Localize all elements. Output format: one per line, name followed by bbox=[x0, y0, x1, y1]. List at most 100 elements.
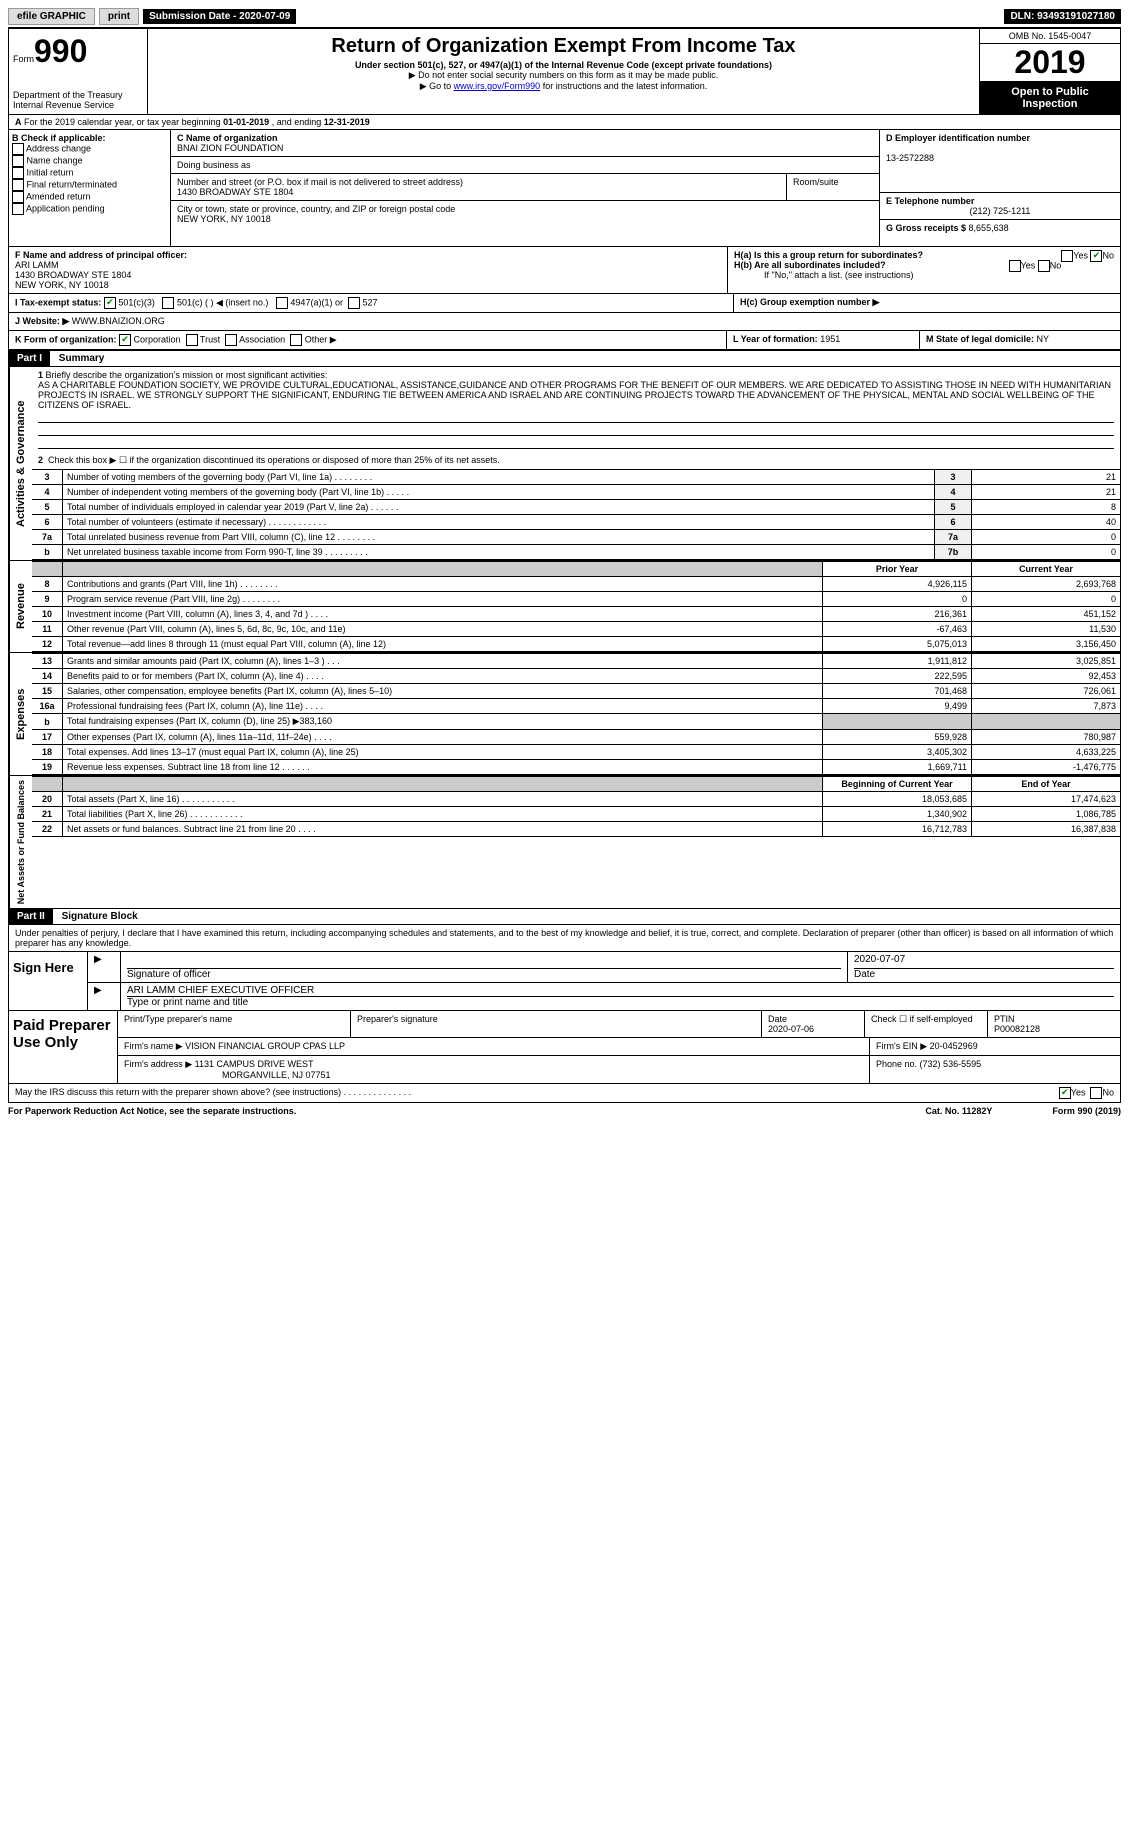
section-i: I Tax-exempt status: ✔ 501(c)(3) 501(c) … bbox=[8, 294, 1121, 313]
part-1-header-row: Part I Summary bbox=[8, 351, 1121, 367]
prep-name-label: Print/Type preparer's name bbox=[124, 1014, 232, 1024]
row-num: 16a bbox=[32, 699, 63, 714]
officer-name-value: ARI LAMM CHIEF EXECUTIVE OFFICER bbox=[127, 985, 1114, 997]
dba-label: Doing business as bbox=[177, 160, 251, 170]
tax-exempt-status: I Tax-exempt status: ✔ 501(c)(3) 501(c) … bbox=[9, 294, 734, 312]
h-c: H(c) Group exemption number ▶ bbox=[734, 294, 1120, 312]
row-desc: Benefits paid to or for members (Part IX… bbox=[63, 669, 823, 684]
firm-phone-value: (732) 536-5595 bbox=[920, 1059, 982, 1069]
part-2: Part II Signature Block Under penalties … bbox=[8, 909, 1121, 1103]
chk-amended-return[interactable] bbox=[12, 191, 24, 203]
officer-label: F Name and address of principal officer: bbox=[15, 250, 187, 260]
firm-ein-value: 20-0452969 bbox=[930, 1041, 978, 1051]
chk-hb-no[interactable] bbox=[1038, 260, 1050, 272]
dept-label: Department of the Treasury Internal Reve… bbox=[13, 90, 143, 110]
chk-ha-no[interactable]: ✔ bbox=[1090, 250, 1102, 262]
mission-text: AS A CHARITABLE FOUNDATION SOCIETY, WE P… bbox=[38, 380, 1111, 410]
addr-label: Number and street (or P.O. box if mail i… bbox=[177, 177, 463, 187]
row-desc: Professional fundraising fees (Part IX, … bbox=[63, 699, 823, 714]
paid-row-3: Firm's address ▶ 1131 CAMPUS DRIVE WEST … bbox=[118, 1056, 1120, 1083]
chk-corp[interactable]: ✔ bbox=[119, 334, 131, 346]
chk-4947[interactable] bbox=[276, 297, 288, 309]
phone-value: (212) 725-1211 bbox=[886, 206, 1114, 216]
chk-hb-yes[interactable] bbox=[1009, 260, 1021, 272]
table-row: 17 Other expenses (Part IX, column (A), … bbox=[32, 730, 1120, 745]
row-current bbox=[972, 714, 1121, 730]
sig-officer-line: ▶ Signature of officer 2020-07-07 Date bbox=[88, 952, 1120, 983]
row-desc: Total number of volunteers (estimate if … bbox=[63, 515, 935, 530]
section-j: J Website: ▶ WWW.BNAIZION.ORG bbox=[8, 313, 1121, 331]
row-current: 0 bbox=[972, 592, 1121, 607]
opt-corp: Corporation bbox=[134, 334, 181, 344]
top-bar: efile GRAPHIC print Submission Date - 20… bbox=[8, 8, 1121, 25]
chk-initial-return[interactable] bbox=[12, 167, 24, 179]
table-row: 12 Total revenue—add lines 8 through 11 … bbox=[32, 637, 1120, 652]
firm-addr1: 1131 CAMPUS DRIVE WEST bbox=[195, 1059, 314, 1069]
chk-discuss-no[interactable] bbox=[1090, 1087, 1102, 1099]
row-desc: Number of voting members of the governin… bbox=[63, 470, 935, 485]
submission-date: Submission Date - 2020-07-09 bbox=[143, 9, 296, 24]
table-row: 9 Program service revenue (Part VIII, li… bbox=[32, 592, 1120, 607]
chk-527[interactable] bbox=[348, 297, 360, 309]
chk-name-change[interactable] bbox=[12, 155, 24, 167]
footer: For Paperwork Reduction Act Notice, see … bbox=[8, 1103, 1121, 1119]
part-1: Part I Summary Activities & Governance 1… bbox=[8, 351, 1121, 909]
h-blank2 bbox=[63, 777, 823, 792]
chk-discuss-yes[interactable]: ✔ bbox=[1059, 1087, 1071, 1099]
phone-cell: E Telephone number (212) 725-1211 bbox=[880, 193, 1120, 220]
table-row: b Net unrelated business taxable income … bbox=[32, 545, 1120, 560]
row-num: b bbox=[32, 545, 63, 560]
row-current: 11,530 bbox=[972, 622, 1121, 637]
row-val: 0 bbox=[972, 530, 1121, 545]
part-1-title: Summary bbox=[53, 351, 111, 366]
chk-other[interactable] bbox=[290, 334, 302, 346]
org-name-cell: C Name of organization BNAI ZION FOUNDAT… bbox=[171, 130, 879, 157]
row-lbl: 7a bbox=[935, 530, 972, 545]
opt-initial-return: Initial return bbox=[27, 167, 74, 177]
org-name-label: C Name of organization bbox=[177, 133, 278, 143]
vert-label-ag: Activities & Governance bbox=[9, 367, 32, 560]
prep-date-label: Date bbox=[768, 1014, 787, 1024]
sig-arrow: ▶ bbox=[88, 952, 121, 982]
opt-4947: 4947(a)(1) or bbox=[290, 297, 343, 307]
irs-link[interactable]: www.irs.gov/Form990 bbox=[454, 81, 541, 91]
chk-final-return[interactable] bbox=[12, 179, 24, 191]
h-blank bbox=[32, 777, 63, 792]
print-button[interactable]: print bbox=[99, 8, 139, 25]
ein-value: 13-2572288 bbox=[886, 153, 934, 163]
row-current: 4,633,225 bbox=[972, 745, 1121, 760]
chk-ha-yes[interactable] bbox=[1061, 250, 1073, 262]
warn-1: ▶ Do not enter social security numbers o… bbox=[152, 70, 975, 81]
officer-addr2: NEW YORK, NY 10018 bbox=[15, 280, 109, 290]
opt-final-return: Final return/terminated bbox=[27, 179, 118, 189]
chk-501c3[interactable]: ✔ bbox=[104, 297, 116, 309]
phone-label: E Telephone number bbox=[886, 196, 974, 206]
row-desc: Total assets (Part X, line 16) . . . . .… bbox=[63, 792, 823, 807]
website-row: J Website: ▶ WWW.BNAIZION.ORG bbox=[9, 313, 1120, 330]
table-row: 18 Total expenses. Add lines 13–17 (must… bbox=[32, 745, 1120, 760]
row-num: 20 bbox=[32, 792, 63, 807]
discuss-text: May the IRS discuss this return with the… bbox=[15, 1087, 1059, 1099]
chk-address-change[interactable] bbox=[12, 143, 24, 155]
section-a: A For the 2019 calendar year, or tax yea… bbox=[8, 115, 1121, 130]
chk-trust[interactable] bbox=[186, 334, 198, 346]
form-header: Form990 Department of the Treasury Inter… bbox=[8, 27, 1121, 115]
row-prior: 222,595 bbox=[823, 669, 972, 684]
h-a-label: H(a) Is this a group return for subordin… bbox=[734, 250, 923, 260]
opt-address-change: Address change bbox=[26, 143, 91, 153]
row-current: 3,156,450 bbox=[972, 637, 1121, 652]
row-current: 16,387,838 bbox=[972, 822, 1121, 837]
chk-501c[interactable] bbox=[162, 297, 174, 309]
l-label: L Year of formation: bbox=[733, 334, 820, 344]
row-num: 18 bbox=[32, 745, 63, 760]
chk-assoc[interactable] bbox=[225, 334, 237, 346]
exp-table: 13 Grants and similar amounts paid (Part… bbox=[32, 653, 1120, 775]
opt-app-pending: Application pending bbox=[26, 203, 105, 213]
paid-row-2: Firm's name ▶ VISION FINANCIAL GROUP CPA… bbox=[118, 1038, 1120, 1056]
k-label: K Form of organization: bbox=[15, 334, 117, 344]
vert-label-na: Net Assets or Fund Balances bbox=[9, 776, 32, 908]
chk-app-pending[interactable] bbox=[12, 203, 24, 215]
vert-label-exp: Expenses bbox=[9, 653, 32, 775]
sig-officer-field[interactable] bbox=[127, 954, 841, 969]
table-row: 5 Total number of individuals employed i… bbox=[32, 500, 1120, 515]
